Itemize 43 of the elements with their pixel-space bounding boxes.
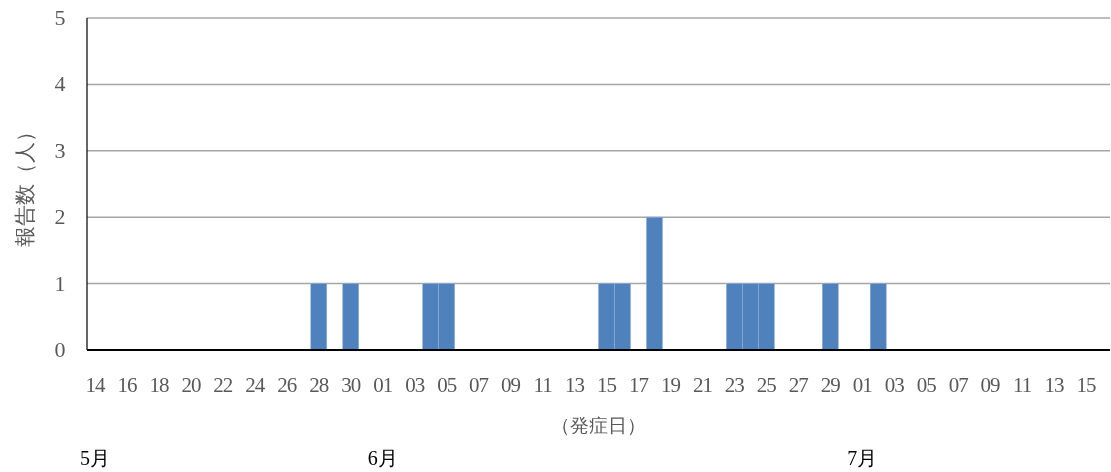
x-tick-label: 11	[1012, 373, 1032, 397]
x-tick-label: 13	[1044, 373, 1065, 397]
x-tick-label: 24	[245, 373, 266, 397]
x-tick-label: 29	[820, 373, 841, 397]
text: 6月	[367, 447, 398, 469]
x-tick-label: 15	[1076, 373, 1097, 397]
x-tick-label: 01	[852, 373, 873, 397]
x-tick-label: 21	[692, 373, 713, 397]
x-tick-label: 26	[277, 373, 297, 397]
x-tick-label: 09	[501, 373, 521, 397]
y-tick-label: 0	[54, 337, 66, 362]
x-tick-label: 19	[660, 373, 681, 397]
x-tick-label: 27	[788, 373, 809, 397]
x-tick-label: 23	[724, 373, 745, 397]
x-tick-label: 25	[756, 373, 777, 397]
text: 7月	[847, 447, 878, 469]
x-tick-label: 05	[437, 373, 457, 397]
x-tick-label: 13	[565, 373, 585, 397]
x-tick-label: 16	[117, 373, 137, 397]
y-tick-label: 1	[54, 270, 66, 296]
x-tick-label: 11	[533, 373, 553, 397]
x-tick-label: 07	[948, 373, 969, 397]
x-tick-label: 22	[213, 373, 233, 397]
x-tick-label: 01	[373, 373, 393, 397]
y-tick-label: 5	[54, 5, 66, 30]
x-tick-label: 20	[181, 373, 201, 397]
x-tick-label: 17	[628, 373, 649, 397]
y-tick-label: 2	[54, 204, 66, 230]
x-axis-title: （発症日）	[551, 415, 646, 436]
x-tick-label: 07	[469, 373, 489, 397]
x-tick-label: 03	[405, 373, 425, 397]
x-tick-label: 14	[85, 373, 106, 397]
x-tick-label: 18	[149, 373, 169, 397]
x-tick-label: 28	[309, 373, 329, 397]
y-axis-title: 報告数（人）	[13, 121, 37, 247]
x-tick-label: 15	[596, 373, 617, 397]
x-tick-label: 05	[916, 373, 937, 397]
x-tick-label: 03	[884, 373, 905, 397]
x-tick-label: 09	[980, 373, 1001, 397]
y-tick-label: 4	[54, 71, 66, 97]
text: 5月	[79, 447, 110, 469]
x-tick-label: 30	[341, 373, 361, 397]
y-tick-label: 3	[54, 137, 66, 163]
